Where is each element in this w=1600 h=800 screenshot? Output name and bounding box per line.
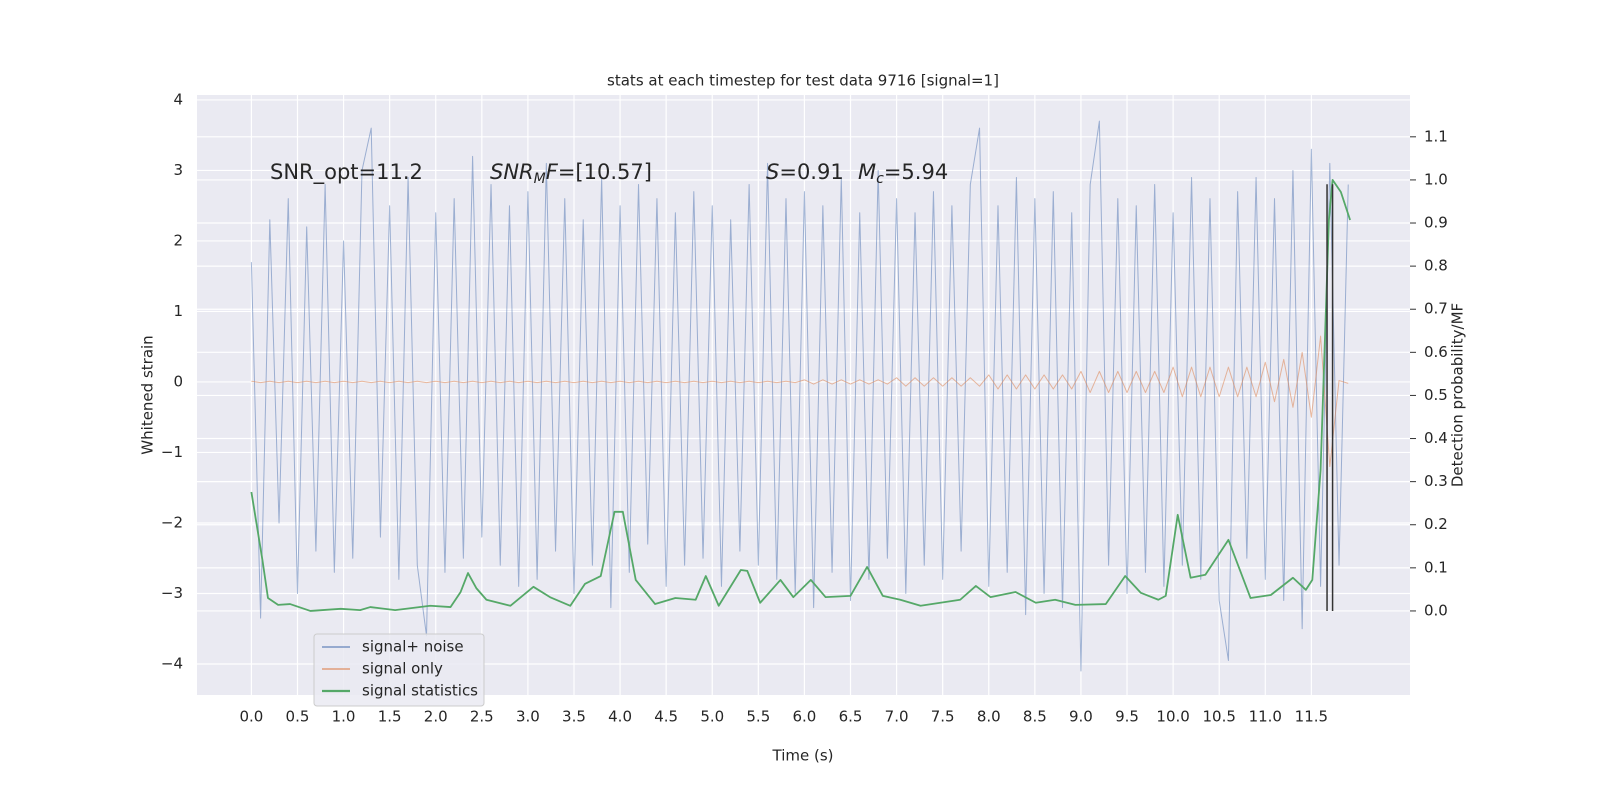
legend-label: signal+ noise [362, 638, 464, 656]
x-tick-label: 9.0 [1069, 708, 1093, 726]
x-tick-label: 5.5 [746, 708, 770, 726]
y-tick-label: −4 [161, 654, 183, 672]
y-tick-label: 2 [173, 231, 183, 249]
y2-tick-label: 1.0 [1424, 170, 1448, 188]
annotation-part: M [858, 160, 876, 184]
annotation: SNRMF=[10.57] [490, 160, 652, 187]
annotation-part: S [766, 160, 779, 184]
x-tick-label: 4.5 [654, 708, 678, 726]
series-line [251, 335, 1349, 468]
legend-box [313, 633, 485, 707]
y-tick-label: 3 [173, 161, 183, 179]
y-tick-label: −2 [161, 513, 183, 531]
x-tick-label: 6.5 [839, 708, 863, 726]
marks [250, 120, 1351, 672]
x-tick-label: 10.0 [1156, 708, 1189, 726]
annotation: S=0.91 [766, 160, 844, 184]
annotation-part: c [876, 171, 884, 187]
y2-tick-label: 0.3 [1424, 472, 1448, 490]
y2-tick-label: 0.2 [1424, 515, 1448, 533]
annotation-part: SNR [490, 160, 534, 184]
x-tick-label: 10.5 [1202, 708, 1235, 726]
x-tick-label: 1.5 [378, 708, 402, 726]
x-tick-label: 2.0 [424, 708, 448, 726]
series-line [250, 120, 1349, 672]
x-tick-label: 3.5 [562, 708, 586, 726]
x-tick-label: 5.0 [700, 708, 724, 726]
x-tick-label: 0.5 [286, 708, 310, 726]
x-tick-label: 9.5 [1115, 708, 1139, 726]
annotation-part: M [534, 171, 546, 187]
x-tick-label: 11.0 [1249, 708, 1282, 726]
y2-tick-label: 0.7 [1424, 300, 1448, 318]
x-tick-label: 7.5 [931, 708, 955, 726]
x-tick-label: 8.0 [977, 708, 1001, 726]
x-axis-label: Time (s) [772, 747, 834, 765]
annotation-part: F [546, 160, 559, 184]
y-tick-label: 4 [173, 90, 183, 108]
annotation-part: SNR_opt=11.2 [270, 160, 423, 185]
y2-tick-label: 0.1 [1424, 558, 1448, 576]
annotation-part: =0.91 [779, 160, 843, 184]
y-axis-label: Whitened strain [139, 335, 157, 454]
x-tick-label: 11.5 [1295, 708, 1328, 726]
y2-axis-label: Detection probability/MF [1449, 303, 1467, 487]
y2-tick-label: 0.0 [1424, 601, 1448, 619]
y-tick-label: −3 [161, 584, 183, 602]
y2-tick-label: 0.4 [1424, 429, 1448, 447]
y2-tick-label: 1.1 [1424, 127, 1448, 145]
y2-tick-label: 0.8 [1424, 257, 1448, 275]
y-tick-label: −1 [161, 443, 183, 461]
annotation-part: =5.94 [884, 160, 948, 184]
x-tick-label: 8.5 [1023, 708, 1047, 726]
annotation: SNR_opt=11.2 [270, 160, 423, 185]
x-tick-label: 7.0 [885, 708, 909, 726]
grid: 0.0 0.5 1.0 1.5 2.0 2.5 3.0 3.5 4.0 4.5 5.0 5.5 6.0 6… [161, 90, 1448, 725]
x-tick-label: 3.0 [516, 708, 540, 726]
chart-title: stats at each timestep for test data 971… [607, 72, 999, 90]
annotation-part: =[10.57] [558, 160, 652, 184]
x-tick-label: 2.5 [470, 708, 494, 726]
y-tick-label: 0 [173, 372, 183, 390]
annotation: Mc=5.94 [858, 160, 948, 187]
series-line [250, 179, 1351, 612]
y2-tick-label: 0.9 [1424, 214, 1448, 232]
annotations: SNR_opt=11.2 SNRMF=[10.57] S=0.91 Mc=5.94 [270, 160, 948, 187]
legend-label: signal only [362, 660, 443, 678]
x-tick-label: 1.0 [332, 708, 356, 726]
x-tick-label: 4.0 [608, 708, 632, 726]
legend: signal+ noise signal only signal statistic… [313, 633, 485, 707]
legend-label: signal statistics [362, 682, 478, 700]
x-tick-label: 0.0 [239, 708, 263, 726]
y2-tick-label: 0.6 [1424, 343, 1448, 361]
y-tick-label: 1 [173, 302, 183, 320]
x-tick-label: 6.0 [792, 708, 816, 726]
y2-tick-label: 0.5 [1424, 386, 1448, 404]
